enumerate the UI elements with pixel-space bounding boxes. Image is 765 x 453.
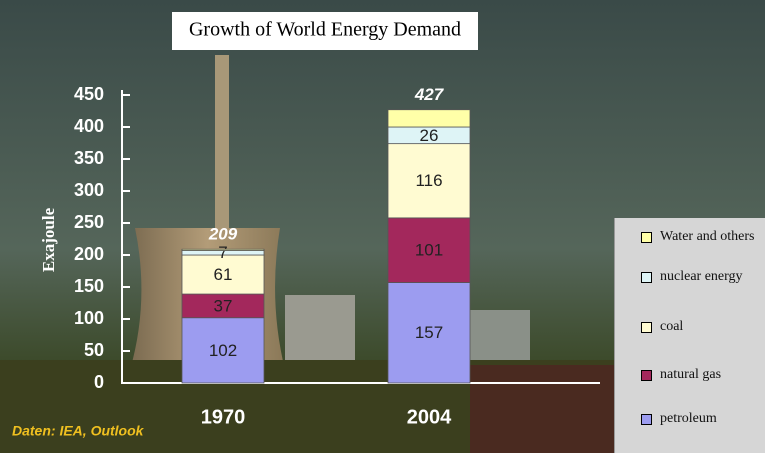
y-tick-label: 150 xyxy=(74,276,104,296)
data-label: 102 xyxy=(209,341,237,360)
bar-segment xyxy=(387,109,471,128)
data-label: 37 xyxy=(214,296,233,315)
y-tick-label: 300 xyxy=(74,180,104,200)
chimney xyxy=(215,55,229,255)
data-label: 116 xyxy=(415,171,442,190)
bar-segment xyxy=(387,217,471,283)
legend-label: nuclear energy xyxy=(660,269,743,284)
y-tick-label: 100 xyxy=(74,308,104,328)
bar-segment xyxy=(181,248,265,251)
source-note: Daten: IEA, Outlook xyxy=(12,423,145,439)
data-label: 101 xyxy=(415,241,443,260)
house xyxy=(470,365,614,453)
y-axis-label: Exajoule xyxy=(39,207,58,272)
legend-item: nuclear energy xyxy=(641,268,761,285)
bar-segment xyxy=(181,317,265,384)
data-label: 7 xyxy=(218,243,227,262)
legend-swatch xyxy=(641,272,652,283)
legend: Water and others nuclear energy coal natura… xyxy=(614,218,765,453)
y-tick-label: 0 xyxy=(94,372,104,392)
legend-item: natural gas xyxy=(641,366,761,383)
legend-label: natural gas xyxy=(660,367,722,382)
bar-segment xyxy=(387,282,471,384)
legend-swatch xyxy=(641,370,652,381)
chart-title: Growth of World Energy Demand xyxy=(189,19,461,41)
y-tick-label: 200 xyxy=(74,244,104,264)
legend-item: petroleum xyxy=(641,410,761,427)
y-tick-label: 450 xyxy=(74,84,104,104)
legend-label: Water and others xyxy=(660,229,755,244)
title-box xyxy=(172,12,478,50)
legend-label: coal xyxy=(660,319,684,334)
y-tick-label: 400 xyxy=(74,116,104,136)
legend-swatch xyxy=(641,232,652,243)
bar-segment xyxy=(181,254,265,295)
data-label: 157 xyxy=(415,323,443,342)
building xyxy=(285,295,355,365)
data-label: 26 xyxy=(420,126,439,145)
legend-swatch xyxy=(641,322,652,333)
legend-label: petroleum xyxy=(660,411,717,426)
legend-item: Water and others xyxy=(641,228,761,245)
building xyxy=(470,310,530,365)
x-tick-label: 1970 xyxy=(201,406,246,428)
x-tick-label: 2004 xyxy=(407,406,452,428)
legend-item: coal xyxy=(641,318,761,335)
y-tick-label: 50 xyxy=(84,340,104,360)
y-tick-label: 350 xyxy=(74,148,104,168)
total-label: 209 xyxy=(208,225,238,244)
total-label: 427 xyxy=(414,85,445,104)
legend-swatch xyxy=(641,414,652,425)
y-tick-label: 250 xyxy=(74,212,104,232)
data-label: 61 xyxy=(214,265,233,284)
